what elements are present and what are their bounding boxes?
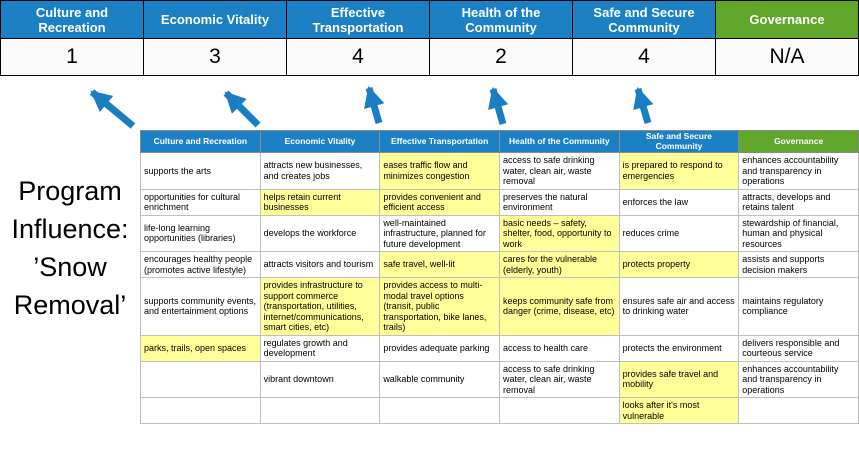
matrix-cell: encourages healthy people (promotes acti… (140, 251, 261, 278)
matrix-cell (738, 397, 859, 424)
matrix-cell (379, 397, 500, 424)
band-column-governance: Governance N/A (716, 1, 859, 76)
matrix-cell: attracts new businesses, and creates job… (259, 152, 381, 190)
score-band: Culture and Recreation 1 Economic Vitali… (0, 0, 859, 76)
matrix-row: supports the arts attracts new businesses… (140, 152, 859, 190)
band-score-effective-transportation: 4 (287, 39, 430, 76)
band-score-economic-vitality: 3 (144, 39, 287, 76)
matrix-cell: parks, trails, open spaces (140, 334, 261, 362)
band-header-health-of-the-community: Health of the Community (430, 1, 573, 39)
matrix-cell: keeps community safe from danger (crime,… (498, 277, 620, 336)
influence-matrix: Culture and Recreation Economic Vitality E… (140, 130, 859, 424)
up-arrow-culture-and-recreation (89, 89, 136, 129)
matrix-cell: preserves the natural environment (498, 188, 620, 216)
matrix-row: encourages healthy people (promotes acti… (140, 251, 859, 278)
matrix-header-cell: Effective Transportation (379, 130, 500, 153)
matrix-cell: protects property (618, 251, 740, 278)
program-title-line: ’Snow (33, 252, 107, 282)
matrix-cell: safe travel, well-lit (379, 251, 500, 278)
matrix-header-cell: Culture and Recreation (140, 130, 261, 153)
matrix-cell: well-maintained infrastructure, planned … (379, 214, 500, 252)
matrix-cell: provides access to multi-modal travel op… (379, 277, 500, 336)
matrix-cell: walkable community (379, 360, 500, 398)
up-arrow-safe-and-secure-community (633, 86, 654, 124)
band-column-effective-transportation: Effective Transportation 4 (287, 1, 430, 76)
matrix-row: parks, trails, open spaces regulates grow… (140, 334, 859, 362)
matrix-cell: cares for the vulnerable (elderly, youth… (498, 251, 620, 278)
matrix-cell: is prepared to respond to emergencies (618, 152, 740, 190)
band-column-health-of-the-community: Health of the Community 2 (430, 1, 573, 76)
matrix-cell: access to safe drinking water, clean air… (498, 152, 620, 190)
matrix-cell (140, 397, 261, 424)
band-header-safe-and-secure-community: Safe and Secure Community (573, 1, 716, 39)
matrix-header-cell: Governance (738, 130, 859, 153)
matrix-cell: helps retain current businesses (259, 188, 381, 216)
band-column-culture-and-recreation: Culture and Recreation 1 (1, 1, 144, 76)
program-title: Program Influence: ’Snow Removal’ (0, 172, 140, 324)
matrix-cell (498, 397, 620, 424)
matrix-cell: reduces crime (618, 214, 740, 252)
matrix-row: supports community events, and entertain… (140, 277, 859, 336)
matrix-cell: supports the arts (140, 152, 261, 190)
matrix-cell: enhances accountability and transparency… (738, 152, 859, 190)
matrix-cell: maintains regulatory compliance (738, 277, 859, 336)
matrix-row: vibrant downtown walkable community access… (140, 360, 859, 398)
matrix-cell (140, 360, 261, 398)
matrix-cell (259, 397, 381, 424)
up-arrow-health-of-the-community (488, 86, 509, 125)
matrix-cell: attracts visitors and tourism (259, 251, 381, 278)
matrix-cell: opportunities for cultural enrichment (140, 188, 261, 216)
matrix-cell: looks after it's most vulnerable (618, 397, 740, 424)
matrix-row: opportunities for cultural enrichment hel… (140, 188, 859, 216)
influence-arrows (89, 85, 654, 129)
band-column-economic-vitality: Economic Vitality 3 (144, 1, 287, 76)
program-title-line: Removal’ (13, 290, 127, 320)
matrix-header-cell: Economic Vitality (259, 130, 381, 153)
band-score-safe-and-secure-community: 4 (573, 39, 716, 76)
matrix-cell: basic needs – safety, shelter, food, opp… (498, 214, 620, 252)
matrix-cell: delivers responsible and courteous servi… (738, 334, 859, 362)
influence-matrix-table: Culture and Recreation Economic Vitality E… (140, 130, 859, 424)
matrix-cell: develops the workforce (259, 214, 381, 252)
matrix-cell: protects the environment (618, 334, 740, 362)
band-score-culture-and-recreation: 1 (1, 39, 144, 76)
matrix-cell: enhances accountability and transparency… (738, 360, 859, 398)
matrix-cell: access to health care (498, 334, 620, 362)
matrix-cell: access to safe drinking water, clean air… (498, 360, 620, 398)
matrix-row: looks after it's most vulnerable (140, 397, 859, 424)
up-arrow-effective-transportation (364, 85, 385, 124)
matrix-row: life-long learning opportunities (librar… (140, 214, 859, 252)
matrix-cell: life-long learning opportunities (librar… (140, 214, 261, 252)
matrix-cell: vibrant downtown (259, 360, 381, 398)
band-header-effective-transportation: Effective Transportation (287, 1, 430, 39)
matrix-cell: ensures safe air and access to drinking … (618, 277, 740, 336)
band-header-culture-and-recreation: Culture and Recreation (1, 1, 144, 39)
matrix-cell: attracts, develops and retains talent (738, 188, 859, 216)
matrix-cell: stewardship of financial, human and phys… (738, 214, 859, 252)
band-header-governance: Governance (716, 1, 859, 39)
band-score-health-of-the-community: 2 (430, 39, 573, 76)
matrix-cell: enforces the law (618, 188, 740, 216)
program-title-line: Influence: (11, 214, 129, 244)
band-column-safe-and-secure-community: Safe and Secure Community 4 (573, 1, 716, 76)
up-arrow-economic-vitality (223, 90, 261, 128)
matrix-cell: provides adequate parking (379, 334, 500, 362)
matrix-cell: eases traffic flow and minimizes congest… (379, 152, 500, 190)
matrix-cell: provides safe travel and mobility (618, 360, 740, 398)
band-score-governance: N/A (716, 39, 859, 76)
matrix-cell: supports community events, and entertain… (140, 277, 261, 336)
band-header-economic-vitality: Economic Vitality (144, 1, 287, 39)
matrix-cell: provides convenient and efficient access (379, 188, 500, 216)
matrix-header-cell: Safe and Secure Community (618, 130, 740, 153)
matrix-cell: provides infrastructure to support comme… (259, 277, 381, 336)
matrix-cell: regulates growth and development (259, 334, 381, 362)
matrix-cell: assists and supports decision makers (738, 251, 859, 278)
program-title-line: Program (18, 176, 122, 206)
matrix-header-cell: Health of the Community (498, 130, 620, 153)
